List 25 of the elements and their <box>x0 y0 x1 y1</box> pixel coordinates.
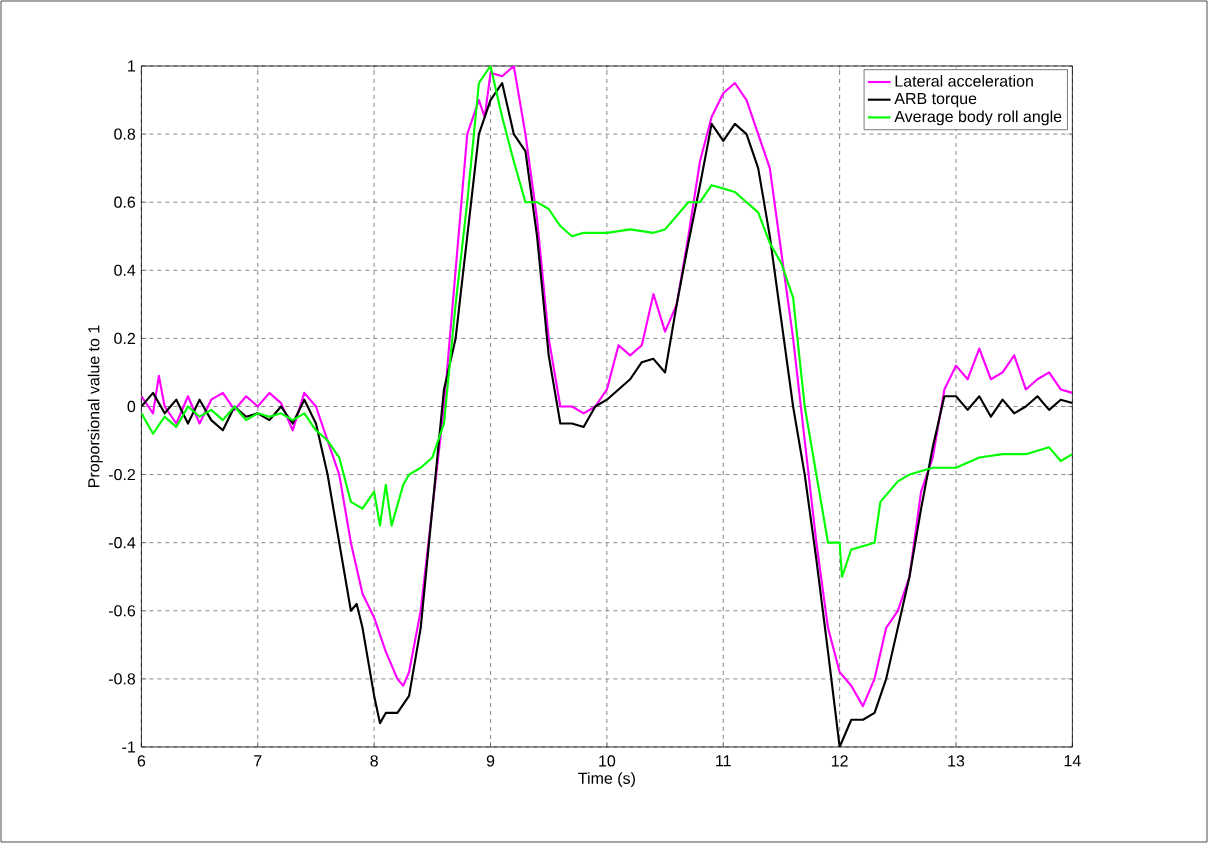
y-tick-label: -0.2 <box>108 468 135 481</box>
x-tick-label: 6 <box>137 755 146 767</box>
y-tick-label: 0.8 <box>114 128 136 140</box>
legend-label: Average body roll angle <box>894 110 1062 126</box>
y-tick-label: 1 <box>128 60 136 72</box>
x-tick-label: 11 <box>716 755 731 767</box>
x-tick-label: 9 <box>486 755 495 767</box>
x-tick-label: 13 <box>948 755 965 767</box>
y-tick-label: -1 <box>122 741 136 753</box>
y-axis-title: Proporsional value to 1 <box>87 325 103 487</box>
legend-label: Lateral acceleration <box>895 75 1033 87</box>
x-tick-label: 14 <box>1064 755 1081 767</box>
x-axis-title: Time (s) <box>578 772 635 788</box>
x-tick-label: 12 <box>831 755 848 767</box>
y-tick-label: -0.8 <box>108 673 136 685</box>
y-tick-label: 0.4 <box>114 264 136 276</box>
y-tick-label: 0 <box>127 400 136 413</box>
y-tick-label: 0.2 <box>114 332 135 345</box>
x-tick-label: 10 <box>599 755 616 767</box>
legend-label: ARB torque <box>894 93 977 108</box>
x-tick-label: 7 <box>254 755 262 767</box>
y-tick-label: -0.6 <box>108 605 136 617</box>
y-tick-label: -0.4 <box>108 537 136 549</box>
x-tick-label: 8 <box>370 755 378 767</box>
y-tick-label: 0.6 <box>114 196 136 208</box>
